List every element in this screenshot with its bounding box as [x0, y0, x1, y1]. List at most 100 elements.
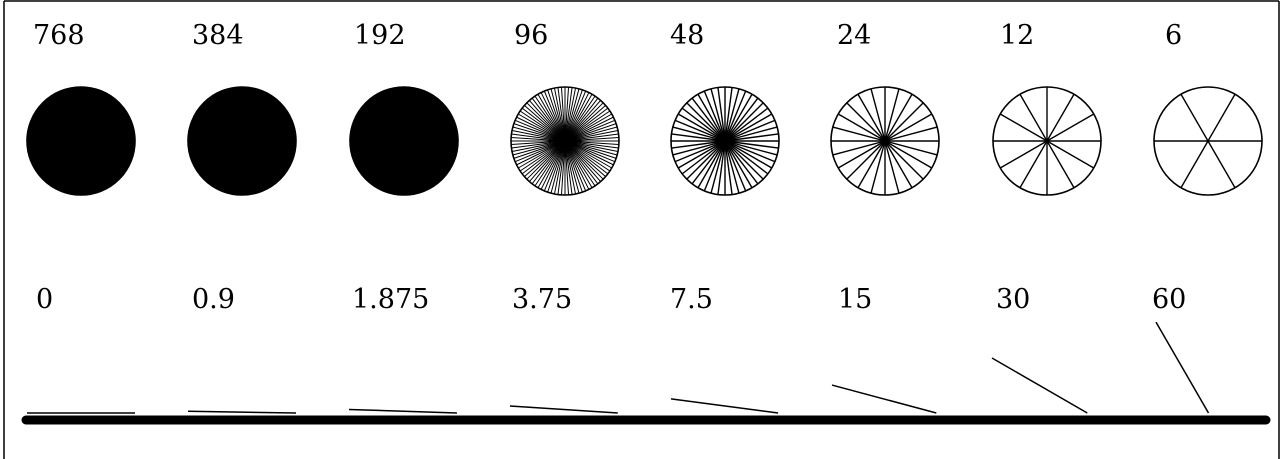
angle-line [1155, 321, 1210, 414]
wheel-spoke [564, 140, 616, 163]
wheel-spoke [724, 140, 747, 192]
wheel-spoke [564, 140, 617, 159]
spoke-count-label: 192 [354, 20, 406, 51]
wheel-spokes [671, 87, 779, 195]
wheel-spoke [550, 88, 566, 142]
wheel-spoke [564, 140, 618, 156]
wheel-spoke [524, 140, 566, 177]
wheel-spoke [564, 140, 611, 172]
wheel-spoke [534, 140, 566, 187]
wheel-spoke [999, 113, 1048, 142]
wheel-spoke [534, 95, 566, 142]
wheel-rim [670, 86, 780, 196]
wheel-spoke [832, 140, 886, 156]
wheel-spoke [672, 126, 726, 142]
angle-label: 60 [1152, 284, 1186, 315]
wheel-spoke [724, 140, 778, 156]
diagram-border [3, 0, 1280, 459]
wheel-spoke [564, 136, 619, 142]
angle-line [187, 410, 297, 414]
wheel-spoke [514, 140, 566, 163]
wheel-spoke [547, 89, 566, 142]
wheel-spoke [837, 140, 886, 169]
wheel-spoke [703, 140, 726, 192]
wheel-rim [992, 86, 1102, 196]
spoke-wheel [510, 86, 620, 196]
wheel-spoke [531, 97, 566, 142]
wheel-spoke [724, 119, 776, 142]
wheel-spoke [717, 140, 726, 195]
wheel-spoke [724, 140, 769, 175]
angle-label: 3.75 [512, 284, 572, 315]
wheel-spoke [564, 123, 617, 142]
wheel-spoke [710, 140, 726, 194]
angle-label: 0 [36, 284, 53, 315]
wheel-spoke [884, 93, 913, 142]
wheel-spoke [724, 90, 747, 142]
wheel-spoke [884, 140, 900, 194]
wheel-spoke [511, 140, 566, 153]
wheel-spoke [564, 140, 614, 166]
wheel-spoke [1180, 140, 1209, 189]
wheel-spoke [521, 107, 566, 142]
wheel-spoke [703, 90, 726, 142]
wheel-spoke [564, 126, 618, 142]
wheel-spoke [717, 87, 726, 142]
wheel-spoke [543, 90, 566, 142]
wheel-spoke [884, 126, 938, 142]
wheel-spoke [724, 133, 779, 142]
wheel-spokes [511, 87, 619, 195]
wheel-spoke [564, 140, 613, 169]
wheel-spoke [564, 119, 616, 142]
wheel-spoke [884, 140, 924, 180]
wheel-spoke [677, 140, 726, 169]
wheel-spoke [564, 116, 614, 142]
wheel-spoke [557, 87, 566, 142]
wheel-rim [830, 86, 940, 196]
wheel-spoke [564, 133, 619, 142]
wheel-spoke [1046, 140, 1075, 189]
wheel-spoke [537, 93, 566, 142]
wheel-spoke [564, 110, 611, 142]
wheel-rim [26, 86, 136, 196]
wheel-rim [349, 86, 459, 196]
spoke-wheel [349, 86, 459, 196]
wheel-spoke [724, 140, 753, 189]
wheel-spoke [564, 105, 606, 142]
wheel-spoke [724, 97, 759, 142]
wheel-spoke [564, 107, 609, 142]
wheel-spoke [686, 140, 726, 180]
wheel-spoke [537, 140, 566, 189]
wheel-spoke [519, 110, 566, 142]
spoke-count-label: 6 [1165, 20, 1182, 51]
angle-line [831, 384, 937, 414]
angle-line [670, 398, 779, 414]
wheel-spoke [724, 88, 740, 142]
wheel-spoke [564, 88, 580, 142]
wheel-spoke [564, 140, 599, 185]
wheel-rim [510, 86, 620, 196]
wheel-spoke [1207, 93, 1236, 142]
spoke-count-label: 384 [192, 20, 244, 51]
spoke-count-labels: 768 384 192 96 48 24 12 6 [33, 20, 1182, 51]
wheel-spoke [999, 140, 1048, 169]
wheel-spoke [681, 140, 726, 175]
wheel-spoke [519, 140, 566, 172]
wheel-spoke [724, 140, 759, 185]
wheel-spoke [724, 93, 753, 142]
wheel-spoke [884, 113, 933, 142]
wheel-spoke [564, 97, 599, 142]
wheel-rim [187, 86, 297, 196]
wheel-spoke [697, 140, 726, 189]
wheel-spoke [564, 140, 619, 149]
angle-lines [27, 321, 1210, 414]
wheel-spoke [724, 140, 779, 149]
wheel-spoke [1046, 140, 1095, 169]
angle-label: 15 [838, 284, 872, 315]
angle-label: 30 [996, 284, 1030, 315]
wheel-spoke [540, 92, 566, 142]
angle-line [509, 405, 618, 414]
spoke-count-label: 24 [837, 20, 871, 51]
spoke-wheel [670, 86, 780, 196]
wheel-spoke [724, 102, 764, 142]
